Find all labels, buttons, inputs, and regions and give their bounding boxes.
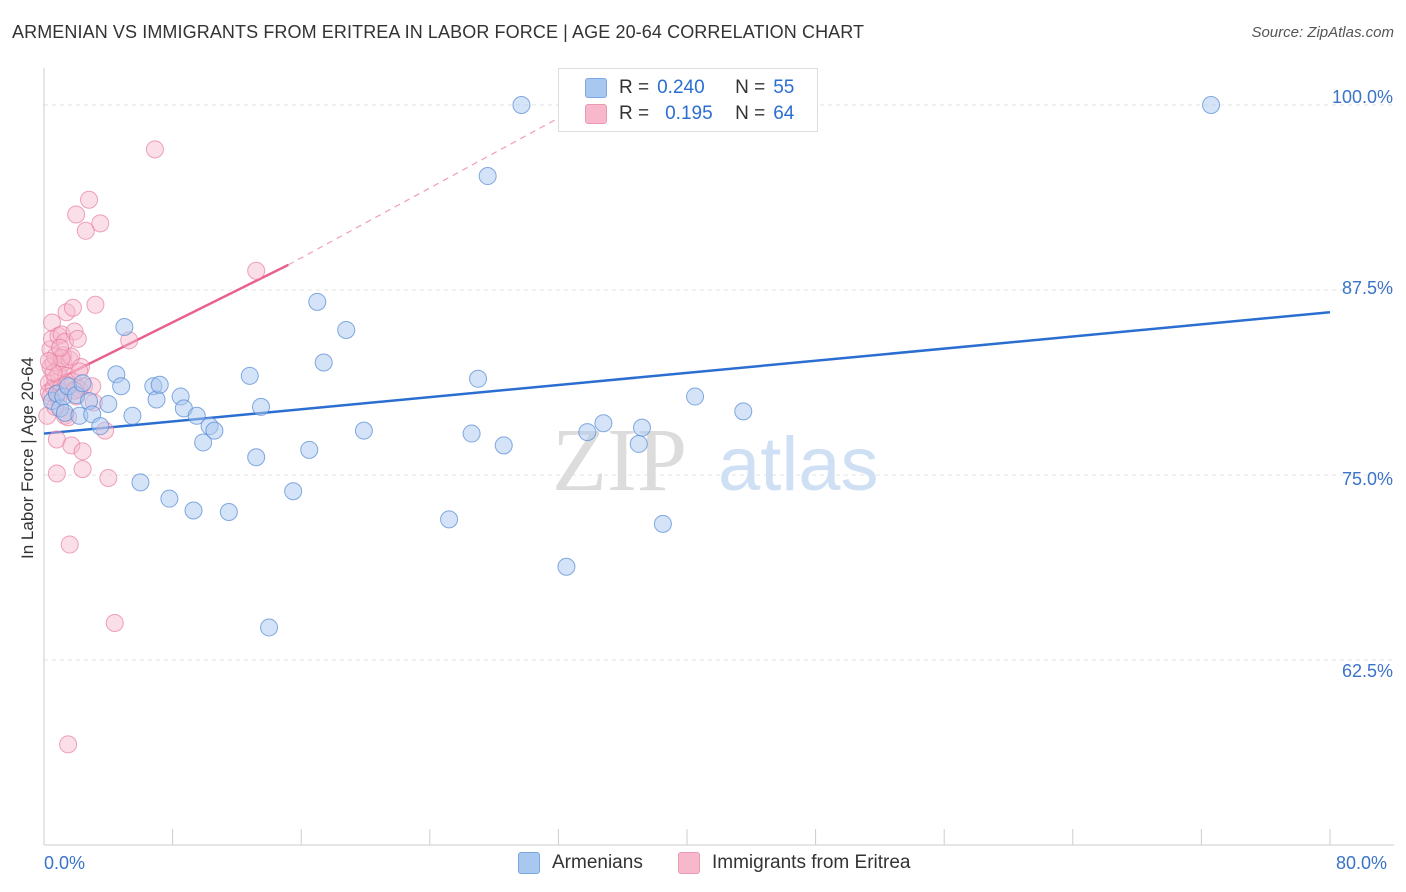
point-eritrea	[99, 468, 118, 487]
trend-line-eritrea	[43, 263, 289, 388]
source-label: Source: ZipAtlas.com	[1251, 24, 1394, 41]
axes	[43, 68, 1394, 846]
point-armenian	[55, 403, 74, 422]
point-eritrea	[39, 352, 58, 371]
point-armenian	[632, 418, 651, 437]
trend-line-eritrea-extension	[288, 104, 583, 266]
point-armenian	[99, 394, 118, 413]
point-eritrea	[247, 261, 266, 280]
point-armenian	[337, 320, 356, 339]
point-armenian	[252, 397, 271, 416]
point-armenian	[354, 421, 373, 440]
point-eritrea	[86, 295, 105, 314]
point-armenian	[260, 618, 279, 637]
point-eritrea	[51, 338, 70, 357]
point-armenian	[686, 387, 705, 406]
x-tick-0: 0.0%	[44, 853, 86, 873]
point-armenian	[512, 96, 531, 114]
point-armenian	[247, 448, 266, 467]
legend-r-value: 0.240	[657, 77, 705, 98]
legend-swatch-pink	[585, 104, 607, 124]
point-armenian	[123, 406, 142, 425]
point-armenian	[147, 390, 166, 409]
point-armenian	[478, 167, 497, 186]
legend-n-label: N =	[735, 103, 766, 124]
chart-title: ARMENIAN VS IMMIGRANTS FROM ERITREA IN L…	[12, 22, 865, 42]
point-armenian	[194, 433, 213, 452]
y-axis-label: In Labor Force | Age 20-64	[18, 357, 37, 559]
point-armenian	[462, 424, 481, 443]
watermark-atlas: atlas	[718, 422, 879, 507]
y-tick-87-5: 87.5%	[1341, 278, 1393, 298]
point-armenian	[205, 421, 224, 440]
point-armenian	[131, 473, 150, 492]
bottom-legend-label: Armenians	[552, 852, 643, 873]
point-armenian	[115, 318, 134, 336]
legend-row-armenians: R = 0.240 N = 55	[585, 76, 794, 100]
point-armenian	[314, 353, 333, 372]
point-eritrea	[60, 535, 79, 554]
point-eritrea	[91, 214, 110, 233]
trend-line-armenians	[43, 310, 1331, 435]
point-eritrea	[62, 436, 81, 455]
point-eritrea	[67, 205, 86, 224]
trend-lines	[43, 104, 1331, 435]
point-eritrea	[63, 298, 82, 317]
point-eritrea	[145, 140, 164, 159]
bottom-legend-label: Immigrants from Eritrea	[712, 852, 911, 873]
point-armenian	[494, 436, 513, 455]
point-armenian	[284, 482, 303, 501]
point-armenian	[219, 503, 238, 521]
legend-n-label: N =	[735, 77, 766, 98]
bottom-legend-eritrea: Immigrants from Eritrea	[678, 852, 910, 874]
point-eritrea	[76, 221, 95, 240]
legend-r-label: R =	[619, 103, 650, 124]
bottom-legend-swatch-blue	[518, 852, 540, 874]
bottom-legend-swatch-pink	[678, 852, 700, 874]
point-armenian	[557, 557, 576, 576]
points-eritrea	[38, 140, 266, 754]
point-armenian	[1202, 96, 1221, 114]
point-armenian	[112, 377, 131, 396]
point-armenian	[300, 440, 319, 459]
point-eritrea	[68, 329, 87, 348]
point-armenian	[187, 406, 206, 425]
y-tick-62-5: 62.5%	[1341, 661, 1393, 681]
point-armenian	[184, 501, 203, 520]
point-eritrea	[73, 442, 92, 461]
point-armenian	[469, 369, 488, 388]
legend-row-eritrea: R = 0.195 N = 64	[585, 102, 794, 126]
legend-n-value: 55	[773, 77, 795, 98]
bottom-legend-armenians: Armenians	[518, 852, 643, 874]
y-tick-100: 100.0%	[1331, 87, 1393, 107]
point-eritrea	[105, 614, 124, 632]
points-armenians	[43, 96, 1221, 637]
point-eritrea	[59, 735, 78, 754]
legend-swatch-blue	[585, 78, 607, 98]
point-armenian	[160, 489, 179, 508]
point-armenian	[578, 423, 597, 442]
point-armenian	[734, 402, 753, 421]
point-armenian	[150, 375, 169, 394]
legend-r-label: R =	[619, 77, 650, 98]
point-armenian	[653, 514, 672, 533]
point-armenian	[594, 414, 613, 433]
point-armenian	[440, 510, 459, 529]
point-armenian	[240, 366, 259, 385]
point-eritrea	[80, 190, 99, 209]
legend-n-value: 64	[773, 103, 795, 124]
point-eritrea	[73, 460, 92, 479]
point-armenian	[629, 434, 648, 453]
correlation-legend: R = 0.240 N = 55 R = 0.195 N = 64	[558, 68, 818, 132]
point-armenian	[73, 374, 92, 393]
point-armenian	[91, 417, 110, 436]
point-eritrea	[44, 363, 63, 382]
point-eritrea	[47, 464, 66, 483]
point-armenian	[308, 292, 327, 311]
x-tick-80: 80.0%	[1336, 853, 1388, 873]
y-tick-75: 75.0%	[1341, 469, 1393, 489]
watermark-zip: ZIP	[552, 411, 687, 510]
legend-r-value: 0.195	[665, 103, 713, 124]
